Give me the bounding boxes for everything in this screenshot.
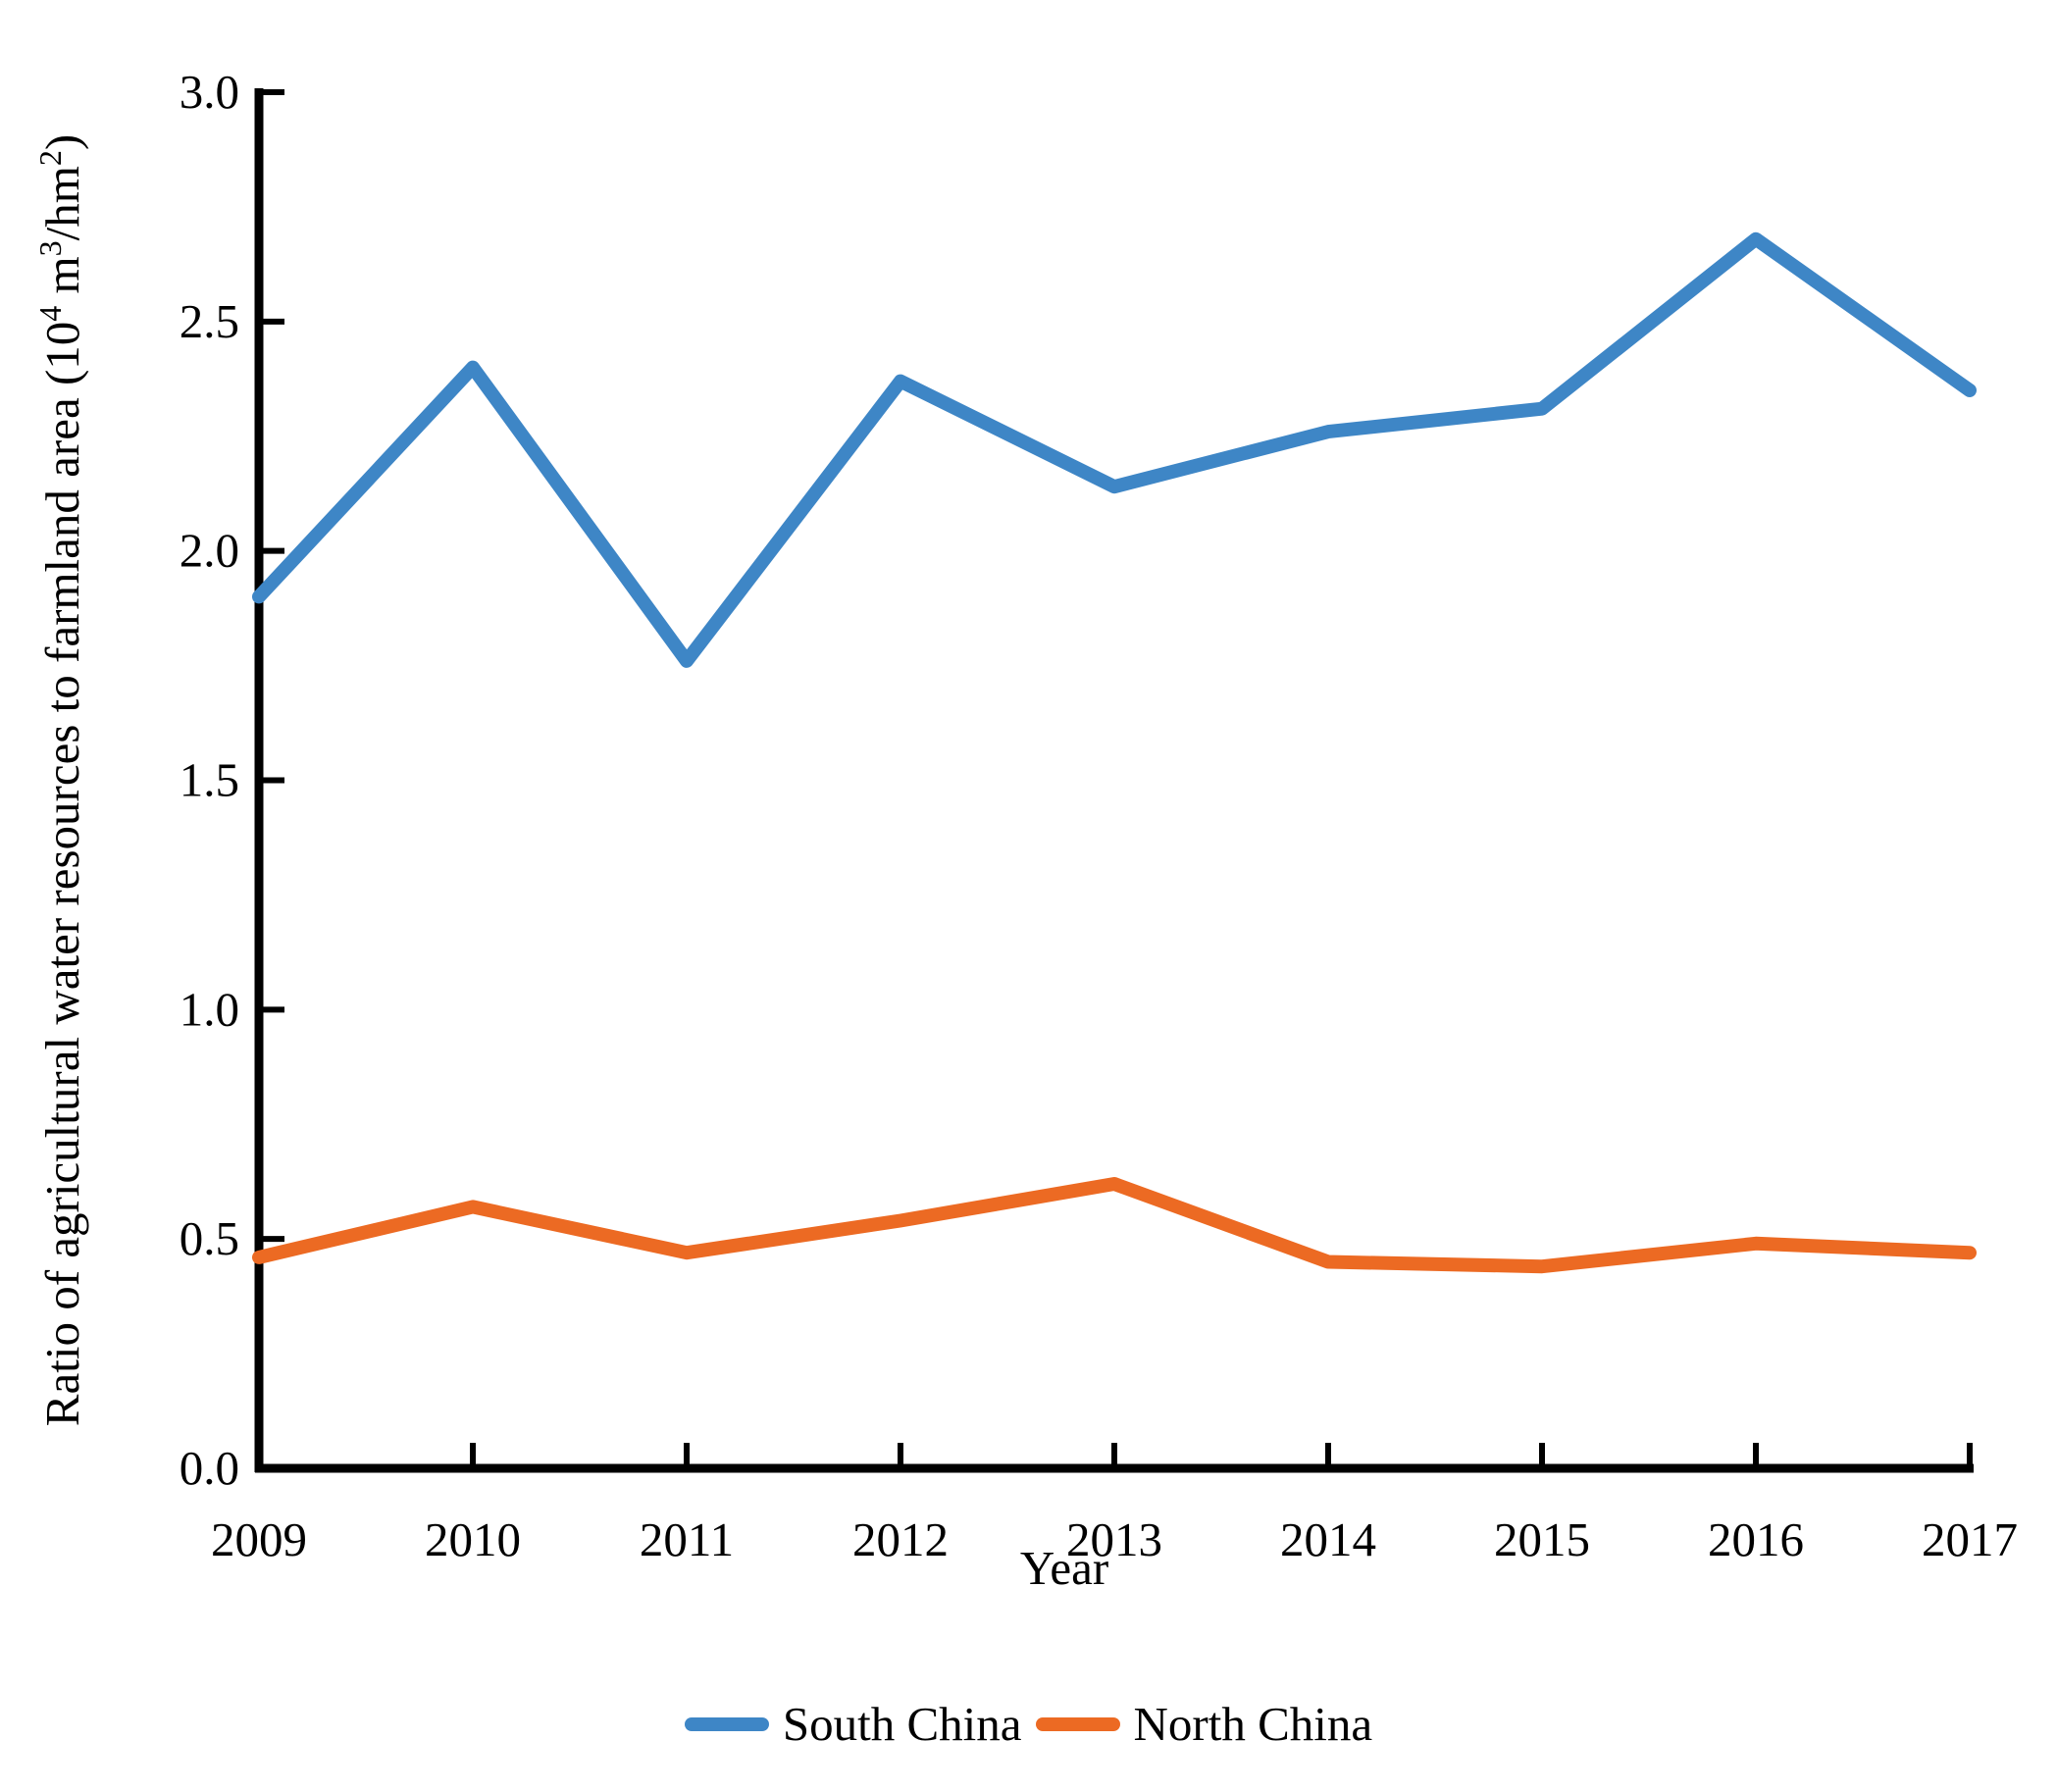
y-tick-label: 1.0	[180, 982, 239, 1036]
legend-swatch-south-china	[684, 1716, 769, 1731]
legend-swatch-north-china	[1035, 1716, 1120, 1731]
y-tick-label: 0.0	[180, 1441, 239, 1495]
x-tick-label: 2011	[640, 1512, 734, 1566]
x-tick-label: 2012	[852, 1512, 949, 1566]
legend-item-north-china: North China	[1035, 1697, 1373, 1751]
x-tick-label: 2015	[1494, 1512, 1590, 1566]
y-tick-label: 0.5	[180, 1211, 239, 1265]
series-line-south-china	[252, 231, 1977, 668]
x-tick-label: 2014	[1280, 1512, 1376, 1566]
x-tick-label: 2010	[425, 1512, 521, 1566]
legend-label-north-china: North China	[1133, 1697, 1373, 1751]
y-tick-label: 1.5	[180, 753, 239, 807]
y-tick-label: 2.5	[180, 294, 239, 348]
y-axis-title-segment: )	[35, 134, 89, 150]
y-tick-label: 2.0	[180, 524, 239, 578]
legend-item-south-china: South China	[684, 1697, 1022, 1751]
y-axis-title-superscript: 4	[32, 306, 68, 322]
y-axis-title-segment: m	[35, 256, 89, 305]
y-axis-title-segment: /hm	[35, 166, 89, 240]
x-tick-label: 2013	[1066, 1512, 1162, 1566]
y-axis-title: Ratio of agricultural water resources to…	[32, 134, 89, 1426]
chart-legend: South China North China	[0, 1700, 2057, 1748]
x-tick-label: 2016	[1708, 1512, 1804, 1566]
y-axis-title-superscript: 2	[32, 150, 68, 166]
y-axis-title-segment: Ratio of agricultural water resources to…	[35, 322, 89, 1427]
y-axis-title-superscript: 3	[32, 240, 68, 256]
x-tick-label: 2009	[211, 1512, 307, 1566]
x-tick-label: 2017	[1922, 1512, 2018, 1566]
series-line-north-china	[252, 1177, 1977, 1274]
y-tick-label: 3.0	[180, 65, 239, 119]
legend-label-south-china: South China	[782, 1697, 1022, 1751]
x-axis-title: Year	[1020, 1541, 1108, 1595]
